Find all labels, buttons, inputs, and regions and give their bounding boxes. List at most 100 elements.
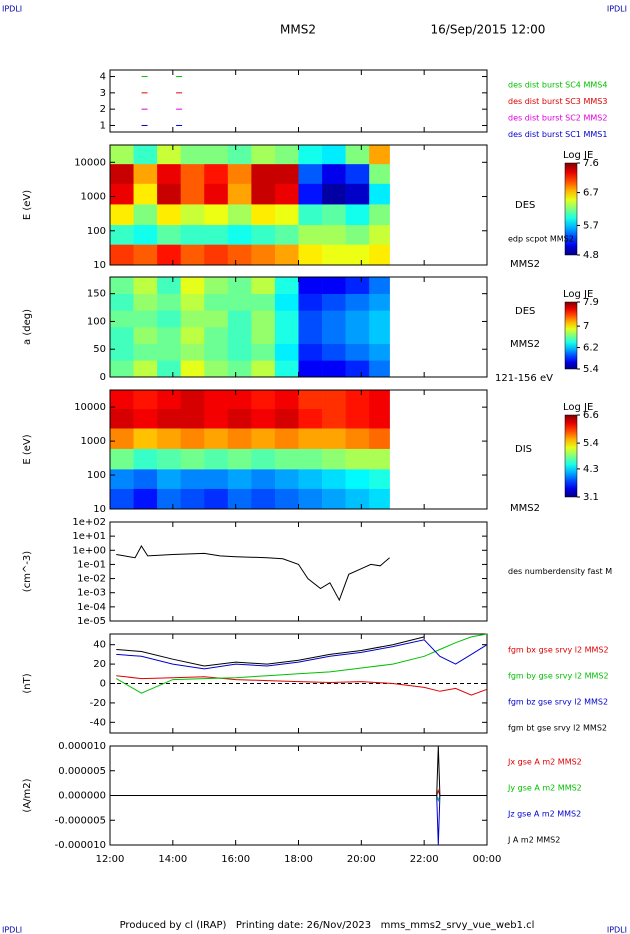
heat-cell — [322, 293, 346, 311]
heat-cell — [180, 469, 205, 489]
y-tick-label: 1000 — [81, 436, 106, 447]
heat-cell — [322, 204, 346, 226]
heat-cell — [251, 327, 276, 344]
heat-cell — [204, 145, 229, 165]
heat-cell — [110, 183, 134, 205]
y-tick-label: 100 — [87, 316, 106, 327]
heat-cell — [274, 183, 299, 205]
series-line — [110, 795, 487, 803]
panel-label: 121-156 eV — [495, 373, 553, 384]
heat-cell — [251, 183, 276, 205]
heat-cell — [251, 448, 276, 470]
y-tick-label: 20 — [93, 659, 106, 670]
heat-cell — [298, 145, 323, 165]
heat-cell — [298, 327, 323, 344]
heat-cell — [133, 310, 158, 328]
heat-cell — [369, 277, 390, 294]
legend-entry: fgm by gse srvy l2 MMS2 — [508, 672, 609, 681]
legend-entry: fgm bx gse srvy l2 MMS2 — [508, 646, 609, 655]
heat-cell — [274, 145, 299, 165]
heat-cell — [157, 244, 181, 266]
heat-cell — [369, 204, 390, 226]
heat-cell — [157, 488, 181, 510]
colorbar-title: Log JE — [563, 402, 593, 413]
heat-cell — [157, 390, 181, 410]
heat-cell — [322, 488, 346, 510]
legend-entry: J A m2 MMS2 — [507, 836, 560, 845]
heat-cell — [110, 310, 134, 328]
heat-cell — [204, 277, 229, 294]
heat-cell — [227, 488, 252, 510]
legend-entry: des dist burst SC2 MMS2 — [508, 114, 607, 123]
heat-cell — [322, 244, 346, 266]
heat-cell — [180, 327, 205, 344]
heat-cell — [133, 469, 158, 489]
heat-cell — [345, 145, 370, 165]
panel-frame — [109, 521, 488, 622]
heat-cell — [110, 469, 134, 489]
heat-cell — [345, 360, 370, 378]
heat-cell — [274, 277, 299, 294]
heat-cell — [298, 244, 323, 266]
heat-cell — [251, 408, 276, 429]
heat-cell — [204, 408, 229, 429]
heat-cell — [110, 343, 134, 361]
corner-label: IPDLI — [2, 5, 22, 14]
y-tick-label: 0 — [100, 372, 106, 383]
y-tick-label: 1e-04 — [77, 602, 106, 613]
y-axis-label: (cm^-3) — [22, 551, 33, 592]
panel-label: edp scpot MMS2 — [508, 235, 574, 244]
chart-title: MMS2 — [280, 23, 316, 37]
panel-label: MMS2 — [510, 339, 540, 350]
heat-cell — [227, 293, 252, 311]
heat-cell — [110, 327, 134, 344]
series-line — [110, 795, 487, 846]
y-tick-label: 10000 — [74, 157, 106, 168]
heat-cell — [322, 390, 346, 410]
y-axis-label: E (eV) — [22, 190, 33, 220]
y-axis-label: a (deg) — [22, 309, 33, 345]
heat-cell — [345, 343, 370, 361]
heat-cell — [204, 244, 229, 266]
heat-cell — [110, 163, 134, 184]
heat-cell — [345, 408, 370, 429]
heat-cell — [369, 390, 390, 410]
heat-cell — [369, 293, 390, 311]
y-tick-label: 1e-02 — [77, 574, 106, 585]
heat-cell — [274, 343, 299, 361]
y-tick-label: 10 — [93, 260, 106, 271]
heat-cell — [369, 448, 390, 470]
heat-cell — [204, 293, 229, 311]
heat-cell — [345, 244, 370, 266]
heat-cell — [110, 204, 134, 226]
y-axis-label: (nT) — [22, 673, 33, 693]
heat-cell — [322, 408, 346, 429]
heat-cell — [298, 428, 323, 449]
heat-cell — [369, 310, 390, 328]
heat-cell — [204, 163, 229, 184]
heat-cell — [180, 293, 205, 311]
y-tick-label: 10000 — [74, 402, 106, 413]
heat-cell — [227, 428, 252, 449]
x-tick-label: 18:00 — [284, 854, 313, 865]
y-tick-label: 1 — [100, 120, 106, 131]
heat-cell — [180, 310, 205, 328]
heat-cell — [251, 293, 276, 311]
heat-cell — [227, 390, 252, 410]
heat-cell — [227, 343, 252, 361]
heat-cell — [251, 244, 276, 266]
heat-cell — [227, 224, 252, 245]
heat-cell — [227, 310, 252, 328]
y-tick-label: 40 — [93, 640, 106, 651]
heat-cell — [227, 244, 252, 266]
y-tick-label: 150 — [87, 289, 106, 300]
colorbar — [564, 301, 578, 370]
heat-cell — [133, 428, 158, 449]
heat-cell — [274, 390, 299, 410]
heat-cell — [204, 183, 229, 205]
heat-cell — [298, 204, 323, 226]
heat-cell — [274, 448, 299, 470]
y-tick-label: 1e+02 — [72, 517, 106, 528]
y-tick-label: 1000 — [81, 192, 106, 203]
y-tick-label: 10 — [93, 504, 106, 515]
